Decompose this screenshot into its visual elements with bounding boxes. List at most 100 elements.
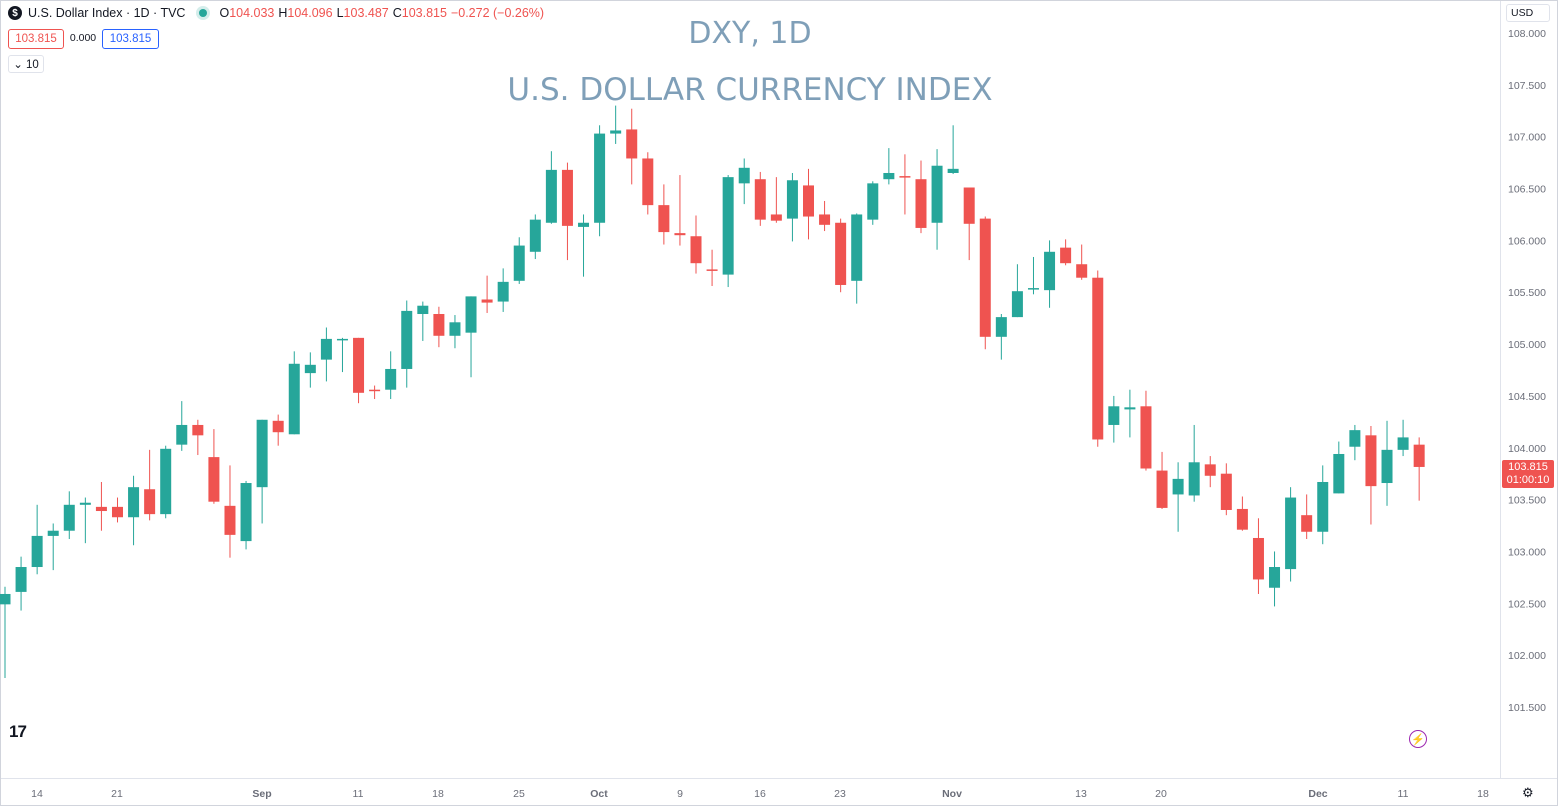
candle-body [1012, 291, 1023, 317]
watermark-title: DXY, 1D [0, 16, 1500, 51]
candle-body [1173, 479, 1184, 495]
candle-body [1140, 406, 1151, 468]
price-axis: 108.000107.500107.000106.500106.000105.5… [1508, 28, 1546, 714]
time-tick-label: 11 [1398, 788, 1409, 800]
candle-body [337, 339, 348, 341]
candle-body [1414, 445, 1425, 467]
candle-body [1398, 437, 1409, 449]
candle-body [449, 322, 460, 335]
candle-body [1092, 278, 1103, 440]
candle-body [562, 170, 573, 226]
candle-body [883, 173, 894, 179]
price-tick-label: 102.500 [1508, 598, 1546, 610]
candle-body [819, 214, 830, 224]
candle-body [594, 134, 605, 223]
tradingview-logo-icon[interactable]: 17 [9, 722, 26, 742]
price-tick-label: 108.000 [1508, 28, 1546, 40]
time-tick-label: 23 [834, 788, 846, 800]
candle-body [980, 219, 991, 337]
currency-label: USD [1511, 7, 1533, 19]
candle-body [578, 223, 589, 227]
time-tick-label: 13 [1075, 788, 1087, 800]
candle-body [948, 169, 959, 173]
candle-body [787, 180, 798, 218]
candle-body [192, 425, 203, 435]
time-axis: 14 21 Sep 11 18 25 Oct 9 16 23 Nov 13 20 Dec 11 18 [31, 788, 1489, 800]
candle-body [771, 214, 782, 220]
price-tick-label: 106.500 [1508, 184, 1546, 196]
time-tick-label: 18 [432, 788, 444, 800]
candle-body [1382, 450, 1393, 483]
candle-body [64, 505, 75, 531]
candle-body [224, 506, 235, 535]
lightning-icon[interactable]: ⚡ [1409, 730, 1427, 748]
candle-body [867, 183, 878, 219]
candle-body [1189, 462, 1200, 495]
candle-body [932, 166, 943, 223]
candle-body [1365, 435, 1376, 486]
price-tick-label: 107.000 [1508, 132, 1546, 144]
candle-body [674, 233, 685, 235]
price-tick-label: 101.500 [1508, 702, 1546, 714]
candle-body [112, 507, 123, 517]
candle-body [915, 179, 926, 228]
candle-body [1028, 288, 1039, 290]
price-tick-label: 103.500 [1508, 495, 1546, 507]
candle-body [1285, 498, 1296, 570]
candle-body [1333, 454, 1344, 493]
price-tick-label: 104.000 [1508, 443, 1546, 455]
candle-body [144, 489, 155, 514]
price-tick-label: 104.500 [1508, 391, 1546, 403]
candle-body [996, 317, 1007, 337]
time-tick-label: Oct [590, 788, 608, 800]
price-tick-label: 107.500 [1508, 80, 1546, 92]
candle-body [321, 339, 332, 360]
price-tick-label: 103.000 [1508, 546, 1546, 558]
candle-body [401, 311, 412, 369]
indicator-collapse-toggle[interactable]: ⌄ 10 [8, 55, 44, 73]
candle-body [707, 269, 718, 271]
last-price-label: 103.815 01:00:10 [1502, 460, 1554, 488]
gear-icon[interactable]: ⚙ [1522, 785, 1534, 801]
candle-body [803, 185, 814, 216]
candle-body [691, 236, 702, 263]
candle-body [723, 177, 734, 274]
time-tick-label: 16 [754, 788, 766, 800]
time-tick-label: 18 [1477, 788, 1489, 800]
candle-body [1124, 407, 1135, 409]
candle-body [433, 314, 444, 336]
time-tick-label: 11 [353, 788, 364, 800]
candle-body [1060, 248, 1071, 264]
candle-body [257, 420, 268, 487]
price-tick-label: 102.000 [1508, 650, 1546, 662]
candle-body [1221, 474, 1232, 510]
candle-body [353, 338, 364, 393]
candle-body [1349, 430, 1360, 447]
candle-body [851, 214, 862, 280]
time-tick-label: 21 [111, 788, 123, 800]
time-tick-label: 9 [677, 788, 683, 800]
candle-body [32, 536, 43, 567]
candle-body [273, 421, 284, 432]
time-tick-label: Sep [252, 788, 271, 800]
candle-body [610, 130, 621, 133]
candle-body [48, 531, 59, 536]
candle-body [1205, 464, 1216, 475]
time-tick-label: Nov [942, 788, 962, 800]
candle-body [835, 223, 846, 285]
candle-body [385, 369, 396, 390]
candle-body [514, 246, 525, 281]
candle-body [16, 567, 27, 592]
currency-select[interactable]: USD [1506, 4, 1550, 22]
candle-body [964, 188, 975, 224]
candle-body [482, 299, 493, 302]
candle-body [128, 487, 139, 517]
candle-body [1157, 471, 1168, 508]
candle-body [1044, 252, 1055, 290]
price-tick-label: 105.000 [1508, 339, 1546, 351]
bar-countdown: 01:00:10 [1502, 474, 1554, 487]
last-price-value: 103.815 [1502, 461, 1554, 474]
candle-body [498, 282, 509, 302]
candle-body [176, 425, 187, 445]
